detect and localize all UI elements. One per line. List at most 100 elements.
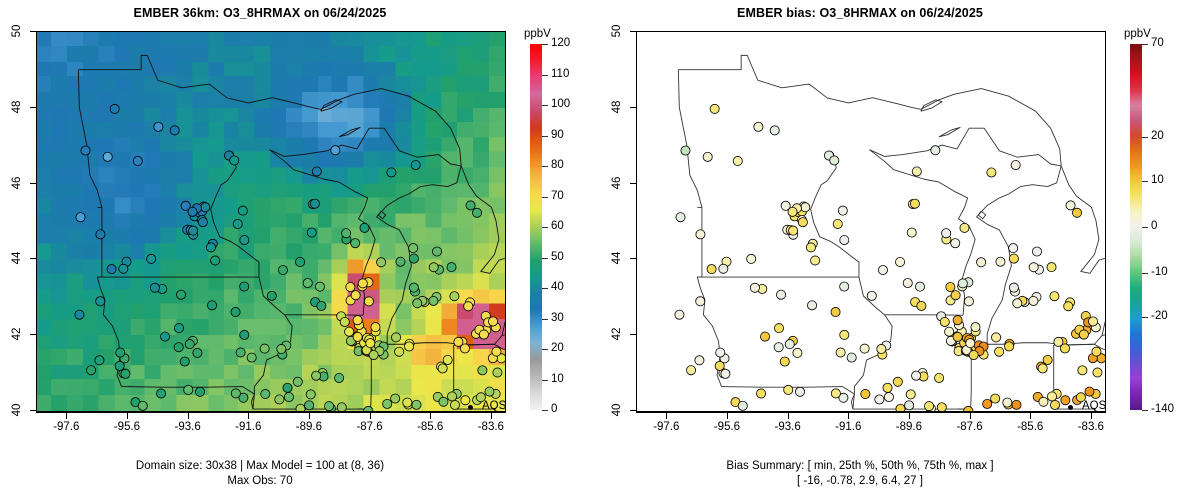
aqs-site-marker[interactable]	[188, 207, 197, 216]
aqs-site-marker[interactable]	[391, 333, 400, 342]
aqs-site-marker[interactable]	[331, 146, 340, 155]
aqs-site-marker[interactable]	[931, 146, 940, 155]
aqs-site-marker[interactable]	[1032, 247, 1041, 256]
aqs-site-marker[interactable]	[429, 296, 438, 305]
aqs-site-marker[interactable]	[1009, 254, 1018, 263]
aqs-site-marker[interactable]	[403, 398, 412, 407]
aqs-site-marker[interactable]	[472, 208, 481, 217]
aqs-site-marker[interactable]	[896, 404, 905, 411]
aqs-site-marker[interactable]	[960, 223, 969, 232]
aqs-site-marker[interactable]	[793, 348, 802, 357]
aqs-site-marker[interactable]	[247, 353, 256, 362]
aqs-site-marker[interactable]	[676, 213, 685, 222]
aqs-site-marker[interactable]	[409, 283, 418, 292]
map-plot-bias[interactable]	[636, 31, 1106, 412]
aqs-site-marker[interactable]	[364, 406, 373, 411]
aqs-site-marker[interactable]	[1093, 368, 1102, 377]
aqs-site-marker[interactable]	[969, 351, 978, 360]
aqs-site-marker[interactable]	[715, 361, 724, 370]
aqs-site-marker[interactable]	[798, 218, 807, 227]
aqs-site-marker[interactable]	[317, 301, 326, 310]
aqs-site-marker[interactable]	[478, 366, 487, 375]
aqs-site-marker[interactable]	[935, 373, 944, 382]
aqs-site-marker[interactable]	[1012, 400, 1021, 409]
aqs-site-marker[interactable]	[942, 229, 951, 238]
aqs-site-marker[interactable]	[193, 348, 202, 357]
aqs-site-marker[interactable]	[951, 291, 960, 300]
aqs-site-marker[interactable]	[239, 393, 248, 402]
aqs-site-marker[interactable]	[439, 397, 448, 406]
aqs-site-marker[interactable]	[460, 344, 469, 353]
aqs-site-marker[interactable]	[396, 257, 405, 266]
aqs-site-marker[interactable]	[1050, 292, 1059, 301]
aqs-site-marker[interactable]	[76, 213, 85, 222]
aqs-site-marker[interactable]	[1076, 393, 1085, 402]
aqs-site-marker[interactable]	[977, 258, 986, 267]
aqs-site-marker[interactable]	[315, 282, 324, 291]
aqs-site-marker[interactable]	[1003, 398, 1012, 407]
aqs-site-marker[interactable]	[903, 278, 912, 287]
aqs-site-marker[interactable]	[133, 156, 142, 165]
aqs-site-marker[interactable]	[1013, 299, 1022, 308]
aqs-site-marker[interactable]	[716, 348, 725, 357]
aqs-site-marker[interactable]	[476, 393, 485, 402]
aqs-site-marker[interactable]	[340, 317, 349, 326]
aqs-site-marker[interactable]	[412, 400, 421, 409]
aqs-site-marker[interactable]	[342, 229, 351, 238]
aqs-site-marker[interactable]	[493, 368, 502, 377]
aqs-site-marker[interactable]	[371, 323, 380, 332]
aqs-site-marker[interactable]	[721, 369, 730, 378]
aqs-site-marker[interactable]	[971, 323, 980, 332]
aqs-site-marker[interactable]	[1064, 302, 1073, 311]
aqs-site-marker[interactable]	[1072, 208, 1081, 217]
aqs-site-marker[interactable]	[781, 201, 790, 210]
aqs-site-marker[interactable]	[284, 392, 293, 401]
aqs-site-marker[interactable]	[409, 254, 418, 263]
aqs-site-marker[interactable]	[695, 356, 704, 365]
aqs-site-marker[interactable]	[346, 282, 355, 291]
aqs-site-marker[interactable]	[703, 152, 712, 161]
aqs-site-marker[interactable]	[747, 254, 756, 263]
aqs-site-marker[interactable]	[789, 226, 798, 235]
aqs-site-marker[interactable]	[681, 146, 690, 155]
aqs-site-marker[interactable]	[207, 301, 216, 310]
aqs-site-marker[interactable]	[966, 339, 975, 348]
aqs-site-marker[interactable]	[830, 156, 839, 165]
aqs-site-marker[interactable]	[917, 301, 926, 310]
aqs-site-marker[interactable]	[174, 343, 183, 352]
aqs-site-marker[interactable]	[760, 332, 769, 341]
aqs-site-marker[interactable]	[240, 236, 249, 245]
aqs-site-marker[interactable]	[267, 291, 276, 300]
aqs-site-marker[interactable]	[260, 344, 269, 353]
aqs-site-marker[interactable]	[429, 263, 438, 272]
aqs-site-marker[interactable]	[447, 392, 456, 401]
aqs-site-marker[interactable]	[277, 344, 286, 353]
aqs-site-marker[interactable]	[275, 395, 284, 404]
aqs-site-marker[interactable]	[733, 156, 742, 165]
aqs-site-marker[interactable]	[831, 389, 840, 398]
aqs-site-marker[interactable]	[174, 324, 183, 333]
aqs-site-marker[interactable]	[305, 401, 314, 410]
aqs-site-marker[interactable]	[831, 307, 840, 316]
aqs-site-marker[interactable]	[907, 228, 916, 237]
aqs-site-marker[interactable]	[905, 401, 914, 410]
aqs-site-marker[interactable]	[353, 316, 362, 325]
aqs-site-marker[interactable]	[324, 402, 333, 411]
aqs-site-marker[interactable]	[261, 389, 270, 398]
aqs-site-marker[interactable]	[387, 168, 396, 177]
aqs-site-marker[interactable]	[119, 264, 128, 273]
aqs-site-marker[interactable]	[479, 330, 488, 339]
aqs-site-marker[interactable]	[195, 387, 204, 396]
aqs-site-marker[interactable]	[107, 265, 116, 274]
aqs-site-marker[interactable]	[447, 263, 456, 272]
aqs-site-marker[interactable]	[443, 355, 452, 364]
aqs-site-marker[interactable]	[351, 291, 360, 300]
aqs-site-marker[interactable]	[278, 265, 287, 274]
aqs-site-marker[interactable]	[1005, 342, 1014, 351]
aqs-site-marker[interactable]	[996, 257, 1005, 266]
aqs-site-marker[interactable]	[115, 361, 124, 370]
aqs-site-marker[interactable]	[1047, 263, 1056, 272]
aqs-site-marker[interactable]	[233, 219, 242, 228]
aqs-site-marker[interactable]	[312, 371, 321, 380]
aqs-site-marker[interactable]	[1047, 392, 1056, 401]
